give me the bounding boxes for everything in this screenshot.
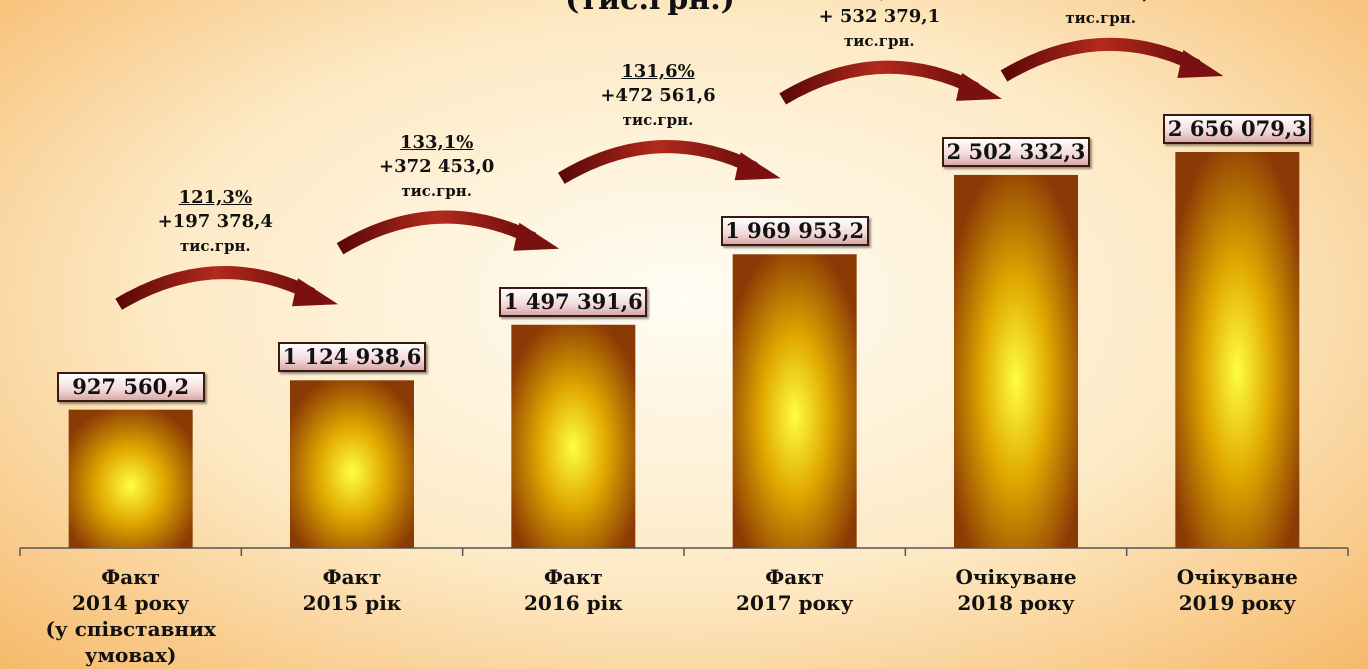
arrow-head [513,222,560,251]
growth-change: +197 378,4 [157,211,273,233]
bar [290,380,414,548]
bar [1175,152,1300,548]
growth-annotation: 131,6% +472 561,6 тис.грн. [558,60,758,132]
growth-change: + 153 747,0 [1001,0,1201,6]
arrow-head [734,152,781,181]
growth-arrow [779,60,979,105]
growth-percent: 131,6% [621,61,695,83]
growth-unit: тис.грн. [1065,9,1136,27]
growth-annotation: 121,3% +197 378,4 тис.грн. [115,186,315,258]
bar [732,254,857,548]
x-tick-label: Очікуване 2018 року [955,565,1077,615]
x-tick-label: Факт 2014 року (у співставних умовах) [45,565,216,667]
value-label: 1 124 938,6 [278,342,426,373]
arrow-head [1177,50,1224,78]
chart-title: (тис.грн.) [450,0,850,17]
growth-annotation: 127,0%+ 532 379,1 тис.грн. [779,0,979,53]
growth-unit: тис.грн. [401,181,472,200]
arrow-head [956,72,1002,101]
growth-unit: тис.грн. [622,111,694,130]
value-label: 927 560,2 [56,371,205,402]
arrow-head [292,278,338,307]
bar [511,324,636,548]
x-tick-label: Факт 2017 року [736,565,854,615]
growth-arrow [557,140,758,184]
value-label: 1 969 953,2 [720,216,869,247]
growth-change: +472 561,6 [600,85,716,107]
growth-unit: тис.грн. [179,237,251,256]
growth-change: +372 453,0 [379,155,495,177]
x-tick-label: Факт 2016 рік [524,565,623,615]
growth-percent: 127,0% [779,0,979,5]
growth-percent: 121,3% [178,187,253,209]
bar [68,409,193,548]
value-label: 2 502 332,3 [942,136,1090,167]
bar [954,174,1078,549]
growth-arrow [1000,37,1201,82]
value-label: 2 656 079,3 [1163,114,1312,144]
growth-percent: 133,1% [399,131,474,153]
growth-arrow [115,266,315,310]
x-tick-label: Факт 2015 рік [302,565,402,615]
x-tick-label: Очікуване 2019 року [1176,565,1298,615]
growth-unit: тис.грн. [843,31,915,50]
growth-arrow [336,210,537,255]
growth-change: + 532 379,1 [818,5,941,27]
value-label: 1 497 391,6 [499,286,648,317]
growth-annotation: 133,1% +372 453,0 тис.грн. [337,131,537,203]
